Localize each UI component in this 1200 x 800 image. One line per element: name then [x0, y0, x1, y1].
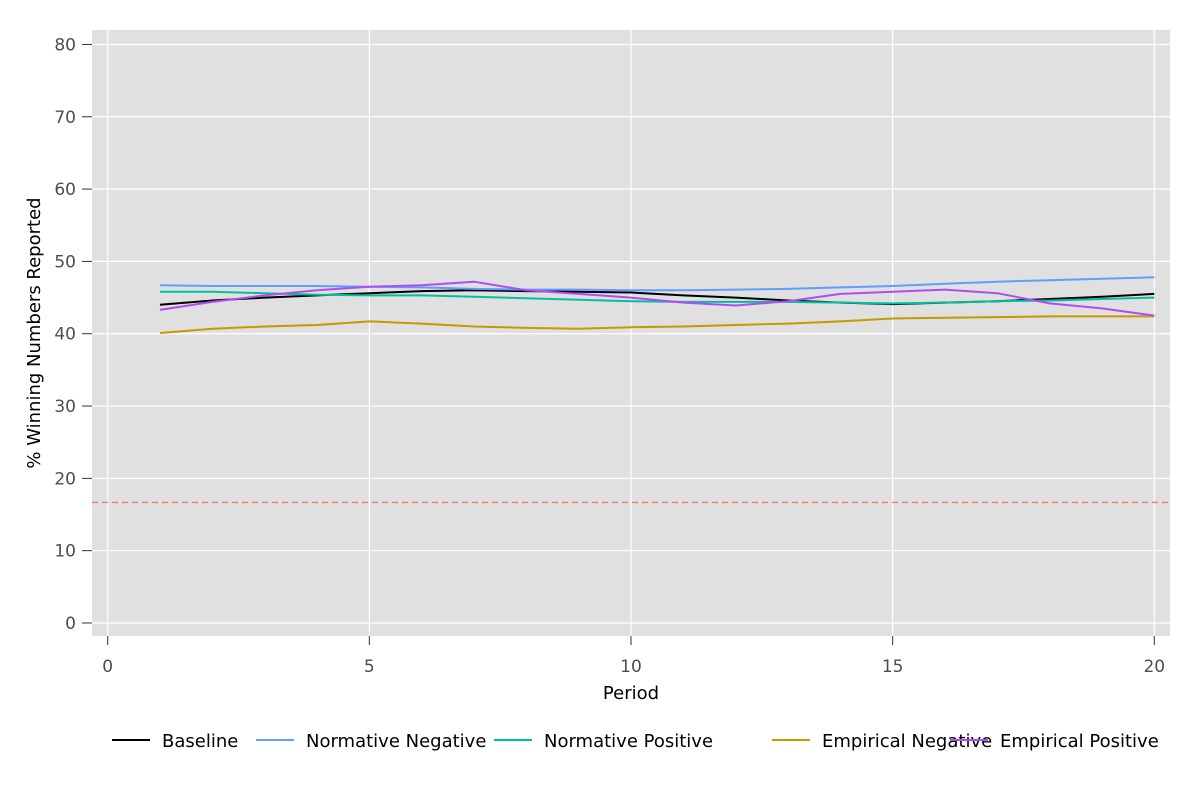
- legend-label: Normative Positive: [544, 731, 713, 752]
- y-tick-label: 50: [54, 252, 76, 272]
- x-tick-label: 10: [620, 657, 642, 677]
- grid-lines: [92, 30, 1170, 636]
- series-layer: [159, 276, 1155, 334]
- series-line-normative-positive: [160, 290, 1155, 305]
- legend-item: Baseline: [112, 731, 238, 752]
- y-tick-label: 80: [54, 35, 76, 55]
- legend: Baseline Normative Negative Normative Posi…: [112, 731, 1159, 752]
- legend-label: Empirical Negative: [822, 731, 992, 752]
- y-tick-label: 70: [54, 108, 76, 128]
- x-axis-title: Period: [603, 683, 659, 704]
- y-tick-label: 60: [54, 180, 76, 200]
- legend-item: Normative Negative: [256, 731, 486, 752]
- y-tick-label: 20: [54, 469, 76, 489]
- x-tick-label: 15: [882, 657, 904, 677]
- x-tick-label: 20: [1143, 657, 1165, 677]
- legend-label: Empirical Positive: [1000, 731, 1159, 752]
- y-tick-label: 10: [54, 542, 76, 562]
- y-tick-label: 0: [65, 614, 76, 634]
- legend-item: Normative Positive: [494, 731, 713, 752]
- x-tick-label: 0: [102, 657, 113, 677]
- y-axis-title: % Winning Numbers Reported: [24, 197, 45, 468]
- y-axis: 0 10 20 30 40 50 60 70 80: [54, 35, 92, 634]
- series-line-empirical-positive: [159, 280, 1155, 317]
- legend-item: Empirical Positive: [950, 731, 1159, 752]
- y-tick-label: 30: [54, 397, 76, 417]
- legend-label: Baseline: [162, 731, 238, 752]
- y-tick-label: 40: [54, 325, 76, 345]
- series-line-empirical-negative: [159, 315, 1155, 334]
- legend-item: Empirical Negative: [772, 731, 992, 752]
- series-line-normative-negative: [159, 276, 1155, 292]
- x-tick-label: 5: [364, 657, 375, 677]
- legend-label: Normative Negative: [306, 731, 486, 752]
- x-axis: 0 5 10 15 20: [102, 636, 1165, 677]
